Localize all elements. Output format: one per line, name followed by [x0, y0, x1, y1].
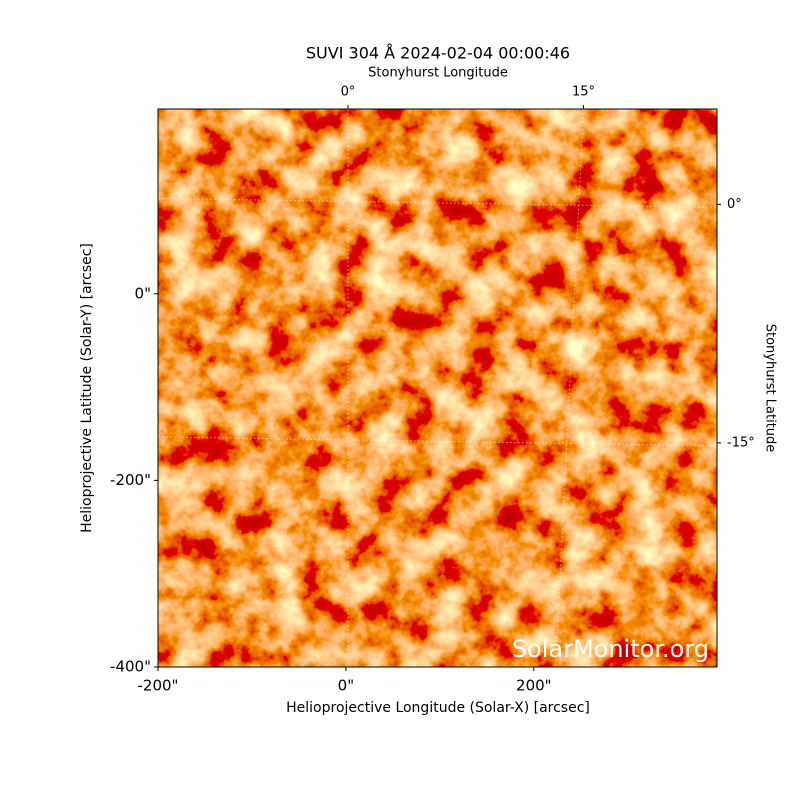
y2-axis-label: Stonyhurst Latitude [763, 324, 778, 453]
grid-line [157, 197, 718, 208]
y-tick-label: 0" [135, 284, 151, 302]
grid-line [157, 436, 718, 447]
x2-axis-label: Stonyhurst Longitude [368, 66, 508, 81]
x-tick-label: 0" [338, 677, 354, 695]
x-tick-label: -200" [138, 677, 179, 695]
y-axis-label: Helioprojective Latitude (Solar-Y) [arcs… [79, 243, 95, 533]
x2-tick-label: 0° [341, 85, 356, 100]
solar-image [158, 109, 717, 667]
y-tick-label: -200" [110, 471, 151, 489]
watermark: SolarMonitor.org [512, 635, 709, 663]
plot-frame [157, 108, 718, 668]
x-axis-label: Helioprojective Longitude (Solar-X) [arc… [286, 700, 590, 716]
y-tick-label: -400" [110, 658, 151, 676]
chart-title: SUVI 304 Å 2024-02-04 00:00:46 [306, 44, 570, 63]
y2-tick-label: 0° [727, 197, 742, 212]
grid-line [555, 108, 585, 668]
y2-tick-label: -15° [727, 435, 755, 450]
x2-tick-label: 15° [572, 85, 595, 100]
x-tick-label: 200" [516, 677, 552, 695]
